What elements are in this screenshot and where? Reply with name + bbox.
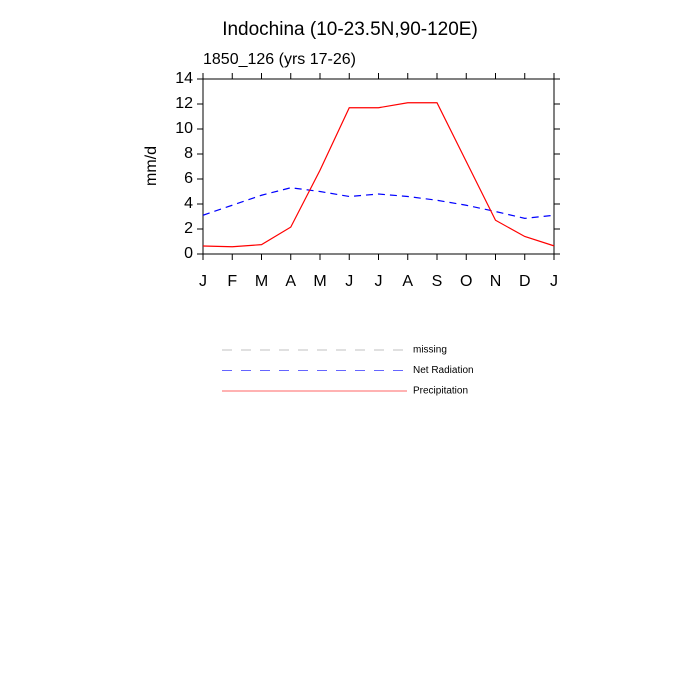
data-line xyxy=(202,102,555,248)
y-tick-label: 14 xyxy=(175,70,193,87)
x-tick-label: D xyxy=(519,273,531,290)
x-tick-label: F xyxy=(227,273,237,290)
y-tick-label: 0 xyxy=(184,245,193,262)
x-tick-label: A xyxy=(402,273,413,290)
x-tick-label: J xyxy=(550,273,558,290)
plot-frame xyxy=(202,78,555,255)
legend-label: Net Radiation xyxy=(413,365,474,376)
x-tick-label: M xyxy=(255,273,268,290)
x-tick-label: M xyxy=(313,273,326,290)
chart-title: Indochina (10-23.5N,90-120E) xyxy=(222,19,478,40)
x-tick-label: J xyxy=(375,273,383,290)
data-line xyxy=(202,187,555,219)
x-tick-label: A xyxy=(285,273,296,290)
y-tick-label: 2 xyxy=(184,220,193,237)
x-tick-label: J xyxy=(345,273,353,290)
x-tick-label: J xyxy=(199,273,207,290)
y-tick-label: 6 xyxy=(184,170,193,187)
x-tick-label: N xyxy=(490,273,502,290)
chart-subtitle: 1850_126 (yrs 17-26) xyxy=(203,51,356,68)
legend-label: Precipitation xyxy=(413,386,468,397)
x-tick-label: S xyxy=(432,273,443,290)
x-tick-label: O xyxy=(460,273,472,290)
y-tick-label: 12 xyxy=(175,95,193,112)
y-tick-label: 10 xyxy=(175,120,193,137)
y-tick-label: 8 xyxy=(184,145,193,162)
legend-label: missing xyxy=(413,345,447,356)
y-axis-label: mm/d xyxy=(143,146,160,186)
y-tick-label: 4 xyxy=(184,195,193,212)
